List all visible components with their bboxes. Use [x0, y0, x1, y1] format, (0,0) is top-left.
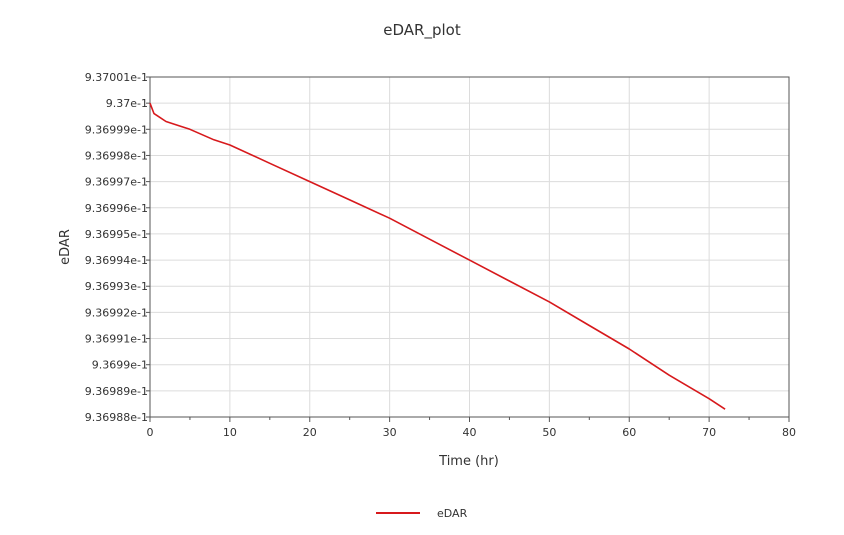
y-tick-label: 9.36997e-1	[85, 176, 148, 189]
y-tick-label: 9.37001e-1	[85, 71, 148, 84]
y-tick-label: 9.36995e-1	[85, 228, 148, 241]
axis-ticks: 0 10 20 30 40 50 60 70 80 9.37001e-1 9.37e-1 9.3699…	[85, 71, 796, 439]
legend: eDAR	[376, 507, 468, 520]
series-layer	[149, 102, 726, 410]
x-tick-label: 80	[782, 426, 796, 439]
y-axis-label: eDAR	[58, 229, 73, 265]
y-tick-label: 9.36998e-1	[85, 149, 148, 162]
y-tick-label: 9.36992e-1	[85, 306, 148, 319]
x-tick-label: 10	[223, 426, 237, 439]
y-tick-label: 9.3699e-1	[92, 359, 148, 372]
grid	[150, 77, 789, 417]
x-tick-label: 50	[542, 426, 556, 439]
y-tick-label: 9.37e-1	[106, 97, 148, 110]
series-line-edar	[149, 102, 726, 410]
y-tick-label: 9.36991e-1	[85, 333, 148, 346]
x-tick-label: 30	[383, 426, 397, 439]
x-tick-label: 40	[463, 426, 477, 439]
x-tick-label: 0	[147, 426, 154, 439]
chart-title: eDAR_plot	[383, 21, 461, 40]
x-tick-label: 20	[303, 426, 317, 439]
x-tick-label: 60	[622, 426, 636, 439]
y-tick-label: 9.36996e-1	[85, 202, 148, 215]
y-tick-label: 9.36999e-1	[85, 123, 148, 136]
x-axis-label: Time (hr)	[438, 454, 499, 469]
y-tick-label: 9.36989e-1	[85, 385, 148, 398]
y-tick-label: 9.36988e-1	[85, 411, 148, 424]
y-tick-label: 9.36993e-1	[85, 280, 148, 293]
legend-label-edar: eDAR	[437, 507, 468, 520]
x-tick-label: 70	[702, 426, 716, 439]
y-tick-label: 9.36994e-1	[85, 254, 148, 267]
